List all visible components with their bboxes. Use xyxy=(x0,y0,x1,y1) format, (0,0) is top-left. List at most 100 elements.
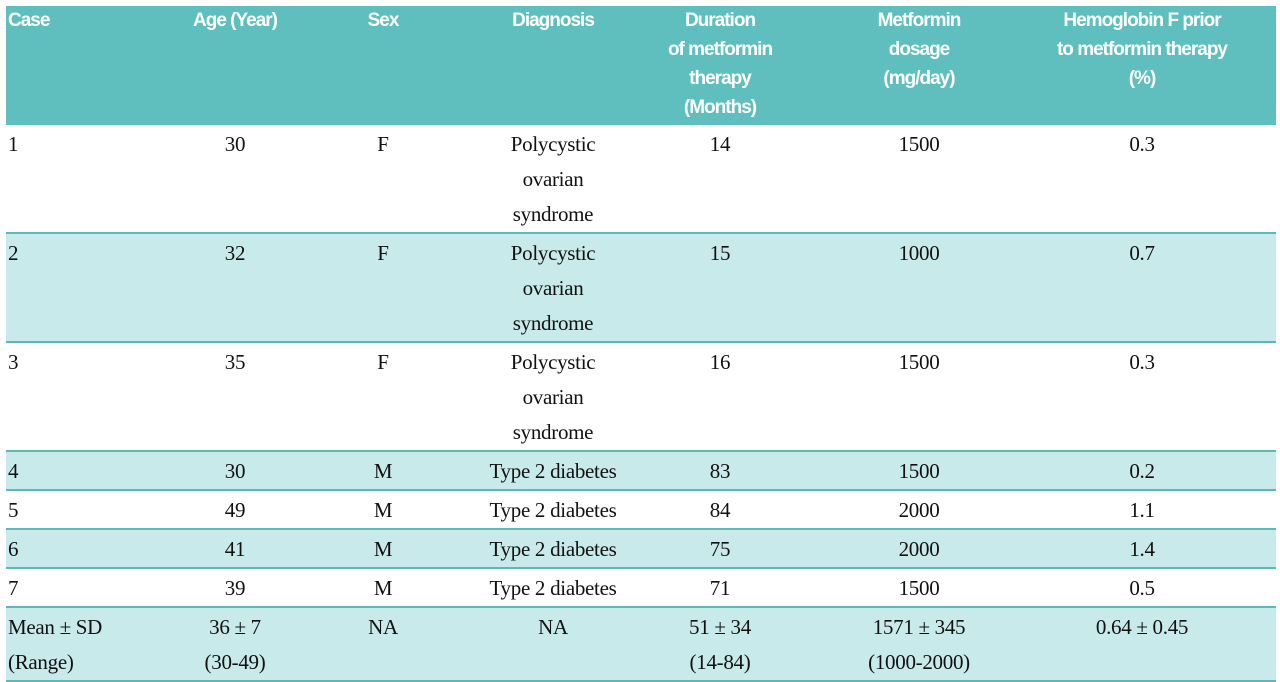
cell-age: 41 xyxy=(160,529,310,569)
cell-text-line: (1000-2000) xyxy=(868,650,970,674)
cell-text-line: syndrome xyxy=(512,311,594,335)
cell-age: 36 ± 7 (30-49) xyxy=(160,607,310,682)
cell-diagnosis: Polycystic ovarian syndrome xyxy=(456,125,650,234)
cell-sex: M xyxy=(310,451,456,491)
cell-text-line: 83 xyxy=(709,459,731,483)
cell-text-line: 2000 xyxy=(898,537,940,561)
cell-text-line: 1500 xyxy=(898,132,940,156)
cell-diagnosis: Type 2 diabetes xyxy=(456,490,650,530)
cell-text-line: syndrome xyxy=(512,420,594,444)
table-row: 5 49 M Type 2 diabetes 84 2000 1.1 xyxy=(6,490,1276,530)
table-row: Mean ± SD (Range) 36 ± 7 (30-49) NA NA 51 ± 34… xyxy=(6,607,1276,682)
cell-text-line: 1500 xyxy=(898,459,940,483)
cell-text-line: 71 xyxy=(709,576,731,600)
cell-sex: M xyxy=(310,490,456,530)
cell-case: 3 xyxy=(6,342,160,452)
table-row: 7 39 M Type 2 diabetes 71 1500 0.5 xyxy=(6,568,1276,608)
table-row: 6 41 M Type 2 diabetes 75 2000 1.4 xyxy=(6,529,1276,569)
cell-text-line: 1000 xyxy=(898,241,940,265)
cell-text-line: ovarian xyxy=(522,385,584,409)
table-row: 2 32 F Polycystic ovarian syndrome 15 1000 0.7 xyxy=(6,233,1276,343)
cell-text-line: Polycystic xyxy=(510,132,596,156)
cell-duration: 71 xyxy=(650,568,790,608)
cell-sex: NA xyxy=(310,607,456,682)
cell-duration: 84 xyxy=(650,490,790,530)
cell-hbf: 0.3 xyxy=(1048,342,1276,452)
header-label-line: Metformin xyxy=(877,10,962,31)
cell-text-line: 14 xyxy=(709,132,731,156)
header-label-line: (%) xyxy=(1128,68,1157,89)
cell-age: 32 xyxy=(160,233,310,343)
cell-dosage: 1000 xyxy=(790,233,1048,343)
header-label-line: Duration xyxy=(684,10,756,31)
cell-text-line: 84 xyxy=(709,498,731,522)
cell-sex: M xyxy=(310,568,456,608)
cell-dosage: 1500 xyxy=(790,568,1048,608)
cell-text-line: 1500 xyxy=(898,576,940,600)
header-label-line: dosage xyxy=(888,39,951,60)
header-label-line: Hemoglobin F prior xyxy=(1063,10,1221,31)
cell-text-line: NA xyxy=(538,615,568,639)
cell-text-line: Mean ± SD xyxy=(8,615,102,639)
header-label-line: Sex xyxy=(367,10,400,31)
column-header-duration: Duration of metformin therapy (Months) xyxy=(650,6,790,125)
cell-diagnosis: Type 2 diabetes xyxy=(456,529,650,569)
cell-dosage: 1571 ± 345 (1000-2000) xyxy=(790,607,1048,682)
cell-age: 30 xyxy=(160,125,310,234)
column-header-dosage: Metformin dosage (mg/day) xyxy=(790,6,1048,125)
cell-sex: M xyxy=(310,529,456,569)
cell-diagnosis: Type 2 diabetes xyxy=(456,451,650,491)
cell-case: 7 xyxy=(6,568,160,608)
cell-text-line: 41 xyxy=(224,537,246,561)
header-label-line: (mg/day) xyxy=(883,68,955,89)
column-header-sex: Sex xyxy=(310,6,456,125)
cell-text-line: Type 2 diabetes xyxy=(489,537,617,561)
cell-text-line: 30 xyxy=(224,132,246,156)
cell-text-line: 35 xyxy=(224,350,246,374)
cell-text-line: syndrome xyxy=(512,202,594,226)
cell-case: 4 xyxy=(6,451,160,491)
cell-diagnosis: Polycystic ovarian syndrome xyxy=(456,233,650,343)
cell-dosage: 2000 xyxy=(790,490,1048,530)
cell-text-line: 51 ± 34 xyxy=(689,615,751,639)
column-header-age: Age (Year) xyxy=(160,6,310,125)
cell-text-line: 1500 xyxy=(898,350,940,374)
cell-hbf: 0.64 ± 0.45 xyxy=(1048,607,1276,682)
cell-hbf: 1.4 xyxy=(1048,529,1276,569)
cell-dosage: 1500 xyxy=(790,451,1048,491)
cell-text-line: 39 xyxy=(224,576,246,600)
header-label-line: (Months) xyxy=(683,97,757,118)
cell-text-line: 16 xyxy=(709,350,731,374)
cell-diagnosis: NA xyxy=(456,607,650,682)
cell-text-line: Polycystic xyxy=(510,350,596,374)
cell-sex: F xyxy=(310,342,456,452)
cell-age: 39 xyxy=(160,568,310,608)
cell-text-line: 1571 ± 345 xyxy=(872,615,966,639)
cell-text-line: 2000 xyxy=(898,498,940,522)
table-row: 3 35 F Polycystic ovarian syndrome 16 1500 0.3 xyxy=(6,342,1276,452)
data-table: Case Age (Year) Sex Diagnosis Duration of met… xyxy=(6,6,1276,682)
cell-duration: 16 xyxy=(650,342,790,452)
header-row: Case Age (Year) Sex Diagnosis Duration of met… xyxy=(6,6,1276,125)
cell-text-line: (14-84) xyxy=(689,650,751,674)
header-label-line: to metformin therapy xyxy=(1056,39,1228,60)
cell-text-line: 15 xyxy=(709,241,731,265)
cell-text-line: Type 2 diabetes xyxy=(489,498,617,522)
cell-diagnosis: Type 2 diabetes xyxy=(456,568,650,608)
cell-text-line: 49 xyxy=(224,498,246,522)
cell-text-line: 30 xyxy=(224,459,246,483)
cell-duration: 51 ± 34 (14-84) xyxy=(650,607,790,682)
cell-text-line: (30-49) xyxy=(204,650,266,674)
cell-text-line: ovarian xyxy=(522,167,584,191)
table-row: 4 30 M Type 2 diabetes 83 1500 0.2 xyxy=(6,451,1276,491)
cell-duration: 14 xyxy=(650,125,790,234)
cell-hbf: 0.3 xyxy=(1048,125,1276,234)
cell-duration: 75 xyxy=(650,529,790,569)
cell-sex: F xyxy=(310,125,456,234)
table-row: 1 30 F Polycystic ovarian syndrome 14 1500 0.3 xyxy=(6,125,1276,234)
cell-hbf: 0.7 xyxy=(1048,233,1276,343)
cell-case: 6 xyxy=(6,529,160,569)
cell-text-line: Type 2 diabetes xyxy=(489,459,617,483)
cell-hbf: 1.1 xyxy=(1048,490,1276,530)
cell-diagnosis: Polycystic ovarian syndrome xyxy=(456,342,650,452)
